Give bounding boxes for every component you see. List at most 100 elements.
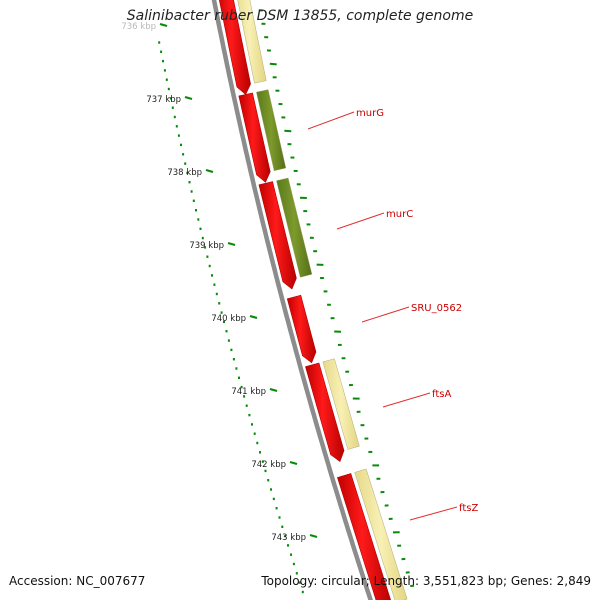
scale-dot	[173, 115, 176, 119]
gene-label-murc[interactable]: murC	[386, 209, 413, 220]
scale-dot	[238, 376, 240, 379]
cog-block-4	[322, 358, 360, 450]
scale-dot	[256, 441, 259, 445]
cds-arrow-6	[337, 473, 391, 600]
tick-label: 739 kbp	[189, 241, 224, 251]
cog-block-2	[256, 89, 287, 172]
scale-dot	[284, 534, 287, 538]
scale-dot	[190, 190, 193, 193]
scale-dot	[186, 171, 189, 175]
outer-tick	[284, 129, 292, 133]
scale-dot	[177, 134, 180, 137]
scale-dot	[163, 69, 166, 72]
scale-dot	[281, 525, 284, 528]
scale-dot	[204, 246, 207, 249]
scale-dot	[169, 97, 172, 100]
tick-label: 737 kbp	[146, 95, 181, 105]
cog-block-3	[276, 177, 313, 278]
genome-backbone-line	[211, 0, 373, 600]
gene-label-murg[interactable]: murG	[356, 108, 384, 119]
scale-dot	[295, 572, 298, 575]
scale-dot	[225, 330, 228, 333]
scale-dot	[223, 320, 225, 324]
scale-dot	[175, 125, 178, 128]
scale-dot	[220, 311, 223, 314]
outer-tick-layer	[258, 9, 415, 587]
cds-arrow-3	[258, 181, 297, 290]
tick-label: 738 kbp	[167, 168, 202, 178]
scale-dot	[213, 283, 216, 286]
scale-dot	[218, 302, 221, 305]
major-tick	[227, 241, 236, 247]
major-tick	[309, 533, 318, 539]
cog-block-5	[354, 468, 408, 600]
cds-arrow-5	[305, 362, 345, 463]
scale-dot	[243, 395, 246, 398]
topology-value: circular	[321, 574, 366, 588]
scale-dot	[195, 209, 197, 212]
scale-dot	[180, 143, 182, 147]
scale-dot	[230, 348, 233, 352]
scale-dot	[298, 581, 301, 584]
scale-dot	[240, 385, 243, 389]
scale-dot	[192, 199, 195, 202]
major-tick	[269, 387, 278, 393]
cog-track-layer	[237, 0, 408, 600]
outer-tick	[269, 62, 277, 66]
scale-dot	[201, 236, 204, 240]
scale-dot	[245, 404, 248, 407]
gene-leader-line	[336, 212, 385, 230]
scale-dot	[275, 507, 278, 510]
gene-leader-line	[361, 306, 410, 323]
scale-dot	[278, 516, 281, 519]
scale-dot	[272, 497, 275, 501]
scale-dot	[160, 50, 163, 53]
scale-dot	[259, 451, 261, 454]
accession-info: Accession: NC_007677	[9, 574, 145, 588]
cds-arrow-2	[238, 92, 271, 183]
major-tick	[289, 460, 298, 466]
scale-dot	[184, 162, 187, 165]
scale-dot	[251, 423, 253, 426]
tick-label: 742 kbp	[251, 460, 286, 470]
genome-backbone-layer	[211, 0, 373, 600]
tick-label: 743 kbp	[271, 533, 306, 543]
major-tick	[184, 95, 193, 101]
cds-arrow-4	[286, 294, 317, 364]
scale-dot	[167, 87, 170, 91]
map-title: Salinibacter ruber DSM 13855, complete g…	[126, 8, 474, 24]
scale-dot	[188, 181, 191, 184]
cds-arrow-1	[218, 0, 251, 95]
scale-dot	[158, 41, 161, 44]
scale-dot	[199, 227, 202, 230]
scale-dot	[211, 274, 213, 277]
scale-dot	[215, 292, 218, 296]
genome-stats: Topology: circular; Length: 3,551,823 bp…	[261, 574, 591, 588]
tick-labels-layer: 736 kbp 737 kbp 738 kbp 739 kbp 740 kbp 741 k…	[121, 22, 318, 543]
length-label: Length:	[373, 574, 420, 588]
gene-leader-line	[382, 392, 431, 408]
scale-dot	[248, 413, 251, 417]
genes-value: 2,849	[556, 574, 591, 588]
gene-label-ftsa[interactable]: ftsA	[432, 389, 451, 400]
gene-leader-line	[409, 506, 458, 521]
scale-dot	[301, 590, 304, 594]
accession-value: NC_007677	[76, 574, 146, 588]
scale-dot	[287, 544, 289, 547]
scale-dot	[171, 106, 174, 109]
cds-track-layer	[218, 0, 391, 600]
scale-dot	[290, 553, 292, 556]
gene-label-ftsz[interactable]: ftsZ	[459, 503, 478, 514]
tick-label: 736 kbp	[121, 22, 156, 32]
tick-label: 741 kbp	[231, 387, 266, 397]
scale-dot	[197, 218, 200, 221]
gene-label-sru_0562[interactable]: SRU_0562	[411, 303, 462, 314]
major-tick	[249, 314, 258, 320]
scale-dot	[270, 488, 272, 491]
scale-dot	[165, 78, 168, 81]
tick-label: 740 kbp	[211, 314, 246, 324]
scale-dot	[206, 255, 209, 258]
scale-dot	[227, 339, 230, 342]
